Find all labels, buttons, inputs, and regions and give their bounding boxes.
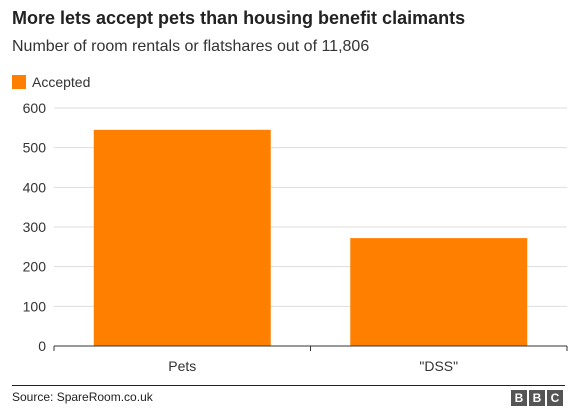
y-tick-label: 0 [38,338,46,354]
y-tick-label: 100 [23,298,47,314]
y-tick-label: 200 [23,259,47,275]
bbc-logo-letter: C [547,390,563,406]
footer-divider [12,385,565,386]
legend: Accepted [12,74,90,90]
chart-subtitle: Number of room rentals or flatshares out… [12,38,370,55]
bbc-logo-letter: B [511,390,527,406]
bbc-logo-letter: B [529,390,545,406]
x-tick-label: Pets [168,358,196,374]
legend-label: Accepted [32,74,91,90]
y-tick-label: 500 [23,140,47,156]
bar [93,129,271,346]
y-tick-label: 300 [23,219,47,235]
legend-swatch [12,75,26,89]
chart-title: More lets accept pets than housing benef… [12,8,466,28]
bar [350,238,528,346]
bbc-logo: B B C [511,390,563,406]
y-tick-label: 600 [23,100,47,116]
source-note: Source: SpareRoom.co.uk [12,390,153,404]
x-tick-label: "DSS" [419,358,458,374]
y-tick-label: 400 [23,179,47,195]
